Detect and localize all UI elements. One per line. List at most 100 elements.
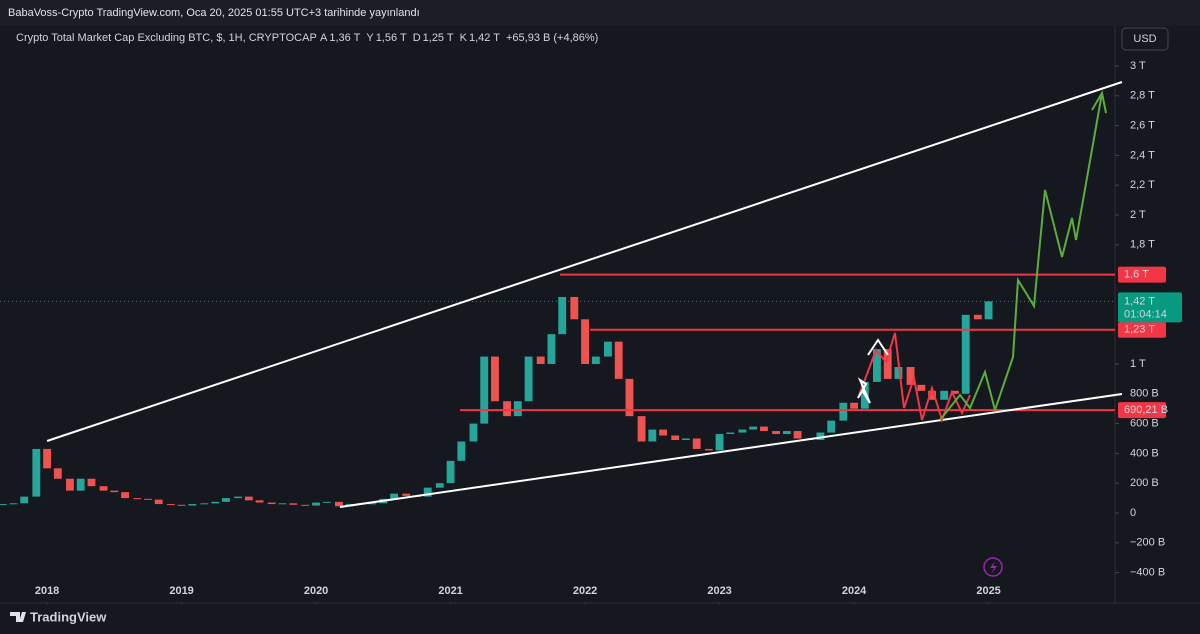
candle-body [99,486,108,491]
candle-body [469,423,478,442]
red-path [857,332,971,424]
candle-body [816,432,825,440]
legend-value: 1,25 T [423,32,454,44]
candle-body [513,401,522,417]
candle-body [782,431,791,435]
candle-body [267,502,276,505]
candle-body [188,504,197,506]
candle-body [491,356,499,402]
candle-body [883,349,892,379]
ohlc-legend: A 1,36 T Y 1,56 T D 1,25 T K 1,42 T +65,93 B (+4… [320,32,598,44]
y-tick-label: 2,2 T [1130,179,1155,191]
candle-body [591,356,600,364]
candle-body [144,498,152,500]
candle-body [133,498,142,500]
last-price-tag [1118,292,1182,323]
y-tick-label: 1 T [1130,358,1146,370]
y-tick-label: 1,8 T [1130,239,1155,251]
projection-path [939,92,1103,421]
currency[interactable]: USD [1133,33,1156,45]
candle-body [961,314,970,394]
candle-body [984,301,993,320]
candle-body [166,504,175,506]
candle-body [940,390,949,400]
event-icon[interactable] [983,557,1003,577]
legend-value: 1,42 T [469,32,500,44]
candle-body [289,503,298,505]
level-tag [1118,266,1166,283]
candle-body [87,478,96,487]
candle-body [659,429,668,436]
upper-trendline [46,81,1123,442]
candle-body [604,341,612,357]
candle-body [278,503,287,505]
candle-body [154,499,163,505]
x-tick-label: 2020 [304,585,328,597]
y-tick-label: 0 [1130,507,1136,519]
candle-body [402,493,411,496]
y-tick-label: 2 T [1130,209,1146,221]
candle-body [951,390,959,394]
candle-body [234,496,242,499]
candle-body [244,496,253,501]
legend-key: Y [366,32,374,44]
candle-body [917,384,926,391]
candle-body [368,503,377,505]
y-tick-label: 2,6 T [1130,120,1155,132]
candle-body [581,319,589,364]
candle-body [0,504,7,506]
candle-body [692,438,701,449]
legend-key: A [320,32,328,44]
x-tick-label: 2021 [438,585,462,597]
candle-body [53,468,62,479]
header-bar [0,0,1200,26]
candle-body [648,429,657,442]
y-tick-label: 800 B [1130,388,1159,400]
candle-body [524,356,533,402]
y-tick-label: −400 B [1130,567,1165,579]
legend-change: +65,93 B (+4,86%) [506,32,598,44]
legend-value: 1,36 T [329,32,360,44]
candle-body [637,416,646,442]
candle-body [850,402,858,409]
brand: TradingView [30,609,107,624]
candle-body [43,448,51,469]
chart-title: Crypto Total Market Cap Excluding BTC, $… [16,32,317,44]
candle-body [76,478,85,491]
currency-button[interactable] [1121,27,1169,51]
x-tick-label: 2022 [573,585,597,597]
candle-body [457,441,466,461]
candle-body [760,426,768,432]
x-tick-label: 2024 [842,585,867,597]
x-tick-label: 2018 [35,585,59,597]
y-tick-label: 3 T [1130,60,1146,72]
candle-body [928,390,937,400]
candle-body [715,434,724,451]
publisher: BabaVoss-Crypto TradingView.com, Oca 20,… [8,7,420,19]
candle-body [200,503,209,505]
x-tick-label: 2019 [169,585,193,597]
y-tick-label: 2,8 T [1130,90,1155,102]
candle-body [20,496,29,504]
candle-body [614,341,623,379]
lower-trendline [339,393,1123,508]
candle-body [772,431,780,435]
candle-body [255,500,264,503]
candle-body [558,296,567,335]
candle-body [121,492,130,499]
candle-body [446,460,455,484]
candle-body [66,478,74,491]
candle-body [839,402,848,421]
level-tag [1118,321,1166,338]
candle-body [671,435,680,440]
y-tick-label: 400 B [1130,447,1159,459]
candle-body [335,501,343,507]
candle-body [682,438,690,440]
candle-body [110,490,119,493]
level-label: 1,23 T [1124,324,1155,336]
y-tick-label: 2,4 T [1130,149,1155,161]
countdown: 01:04:14 [1124,308,1167,320]
white-arrow [867,338,889,356]
